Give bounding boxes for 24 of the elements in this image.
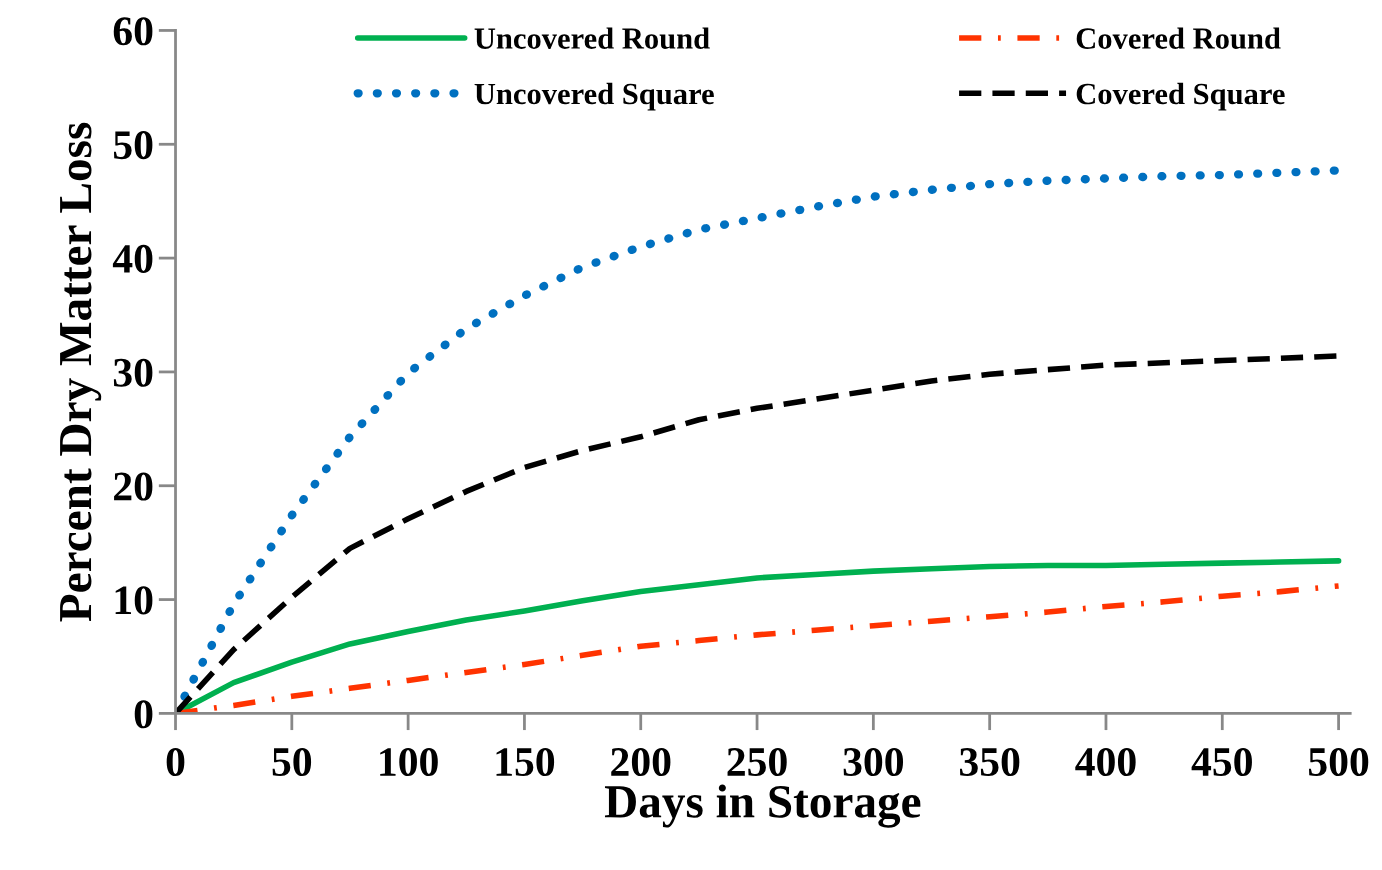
x-axis-title: Days in Storage <box>604 784 921 828</box>
x-tick-label: 250 <box>727 747 787 777</box>
x-tick-label: 500 <box>1309 747 1369 777</box>
y-tick-label: 10 <box>115 586 153 615</box>
legend-label: Covered Square <box>1076 82 1285 111</box>
y-axis-title: Percent Dry Matter Loss <box>60 122 102 622</box>
legend-label: Uncovered Round <box>474 27 710 49</box>
y-tick-label: 40 <box>112 244 153 273</box>
legend-label: Uncovered Square <box>474 82 714 111</box>
x-tick-label: 200 <box>611 747 671 777</box>
legend-label: Covered Round <box>1076 27 1281 49</box>
y-tick-label: 50 <box>113 131 153 160</box>
x-tick-label: 0 <box>166 747 185 777</box>
x-tick-label: 400 <box>1075 747 1136 777</box>
x-tick-label: 300 <box>843 747 904 777</box>
x-tick-label: 450 <box>1191 747 1252 777</box>
y-tick-label: 0 <box>134 700 153 729</box>
x-tick-label: 50 <box>272 747 312 777</box>
y-tick-label: 30 <box>113 358 153 387</box>
x-tick-label: 350 <box>959 747 1020 777</box>
y-tick-label: 20 <box>114 472 153 501</box>
x-tick-label: 150 <box>496 747 555 777</box>
y-tick-label: 60 <box>113 17 153 46</box>
x-tick-label: 100 <box>380 747 438 777</box>
